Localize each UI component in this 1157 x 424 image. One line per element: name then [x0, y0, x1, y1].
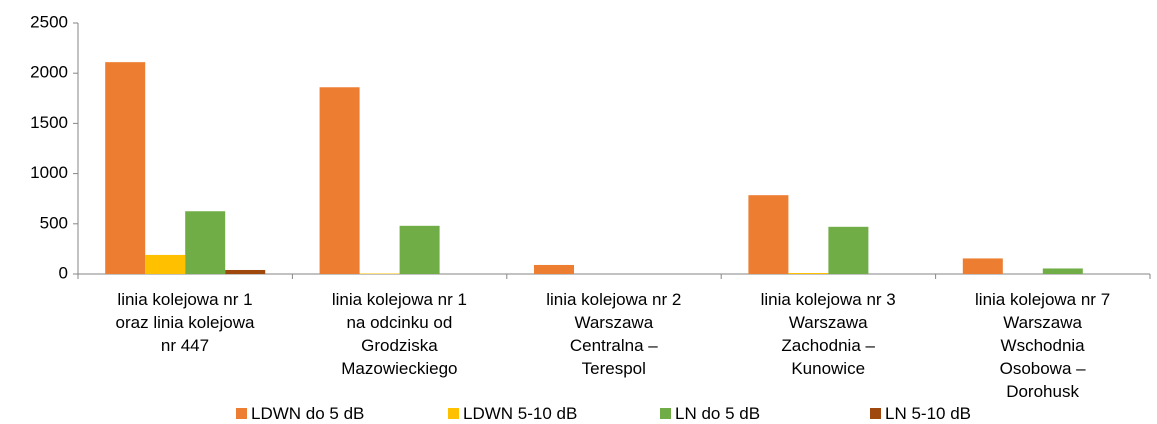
bar — [359, 273, 400, 274]
bar — [105, 62, 146, 274]
bar — [828, 226, 869, 274]
legend-label: LN 5-10 dB — [885, 404, 971, 423]
y-tick-label: 500 — [40, 213, 68, 232]
bar — [534, 264, 574, 274]
x-tick-label: linia kolejowa nr 1 oraz linia kolejowa … — [115, 290, 255, 355]
x-tick-label: linia kolejowa nr 1 na odcinku od Grodzi… — [331, 290, 467, 378]
bar — [145, 254, 186, 274]
legend-item: LDWN do 5 dB — [236, 404, 364, 424]
bar — [748, 195, 789, 274]
y-tick-label: 2000 — [30, 63, 68, 82]
bar — [319, 87, 360, 274]
x-tick-label: linia kolejowa nr 3 Warszawa Zachodnia –… — [760, 290, 896, 378]
legend-item: LDWN 5-10 dB — [448, 404, 577, 424]
legend-item: LN 5-10 dB — [870, 404, 971, 424]
legend-label: LDWN do 5 dB — [251, 404, 365, 423]
legend-swatch — [236, 408, 247, 419]
y-tick-label: 2500 — [30, 12, 68, 31]
y-tick-label: 0 — [59, 263, 68, 282]
legend-swatch — [448, 408, 459, 419]
legend-swatch — [870, 408, 881, 419]
x-tick-label: linia kolejowa nr 7 Warszawa Wschodnia O… — [975, 290, 1111, 401]
bar — [788, 272, 829, 274]
bar — [185, 211, 226, 274]
legend-item: LN do 5 dB — [660, 404, 760, 424]
y-tick-label: 1000 — [30, 163, 68, 182]
bar — [1042, 268, 1083, 274]
bar — [962, 258, 1003, 274]
x-tick-label: linia kolejowa nr 2 Warszawa Centralna –… — [546, 290, 682, 378]
legend-label: LDWN 5-10 dB — [463, 404, 578, 423]
bar — [399, 225, 440, 274]
y-tick-label: 1500 — [30, 113, 68, 132]
legend-label: LN do 5 dB — [675, 404, 761, 423]
bar — [225, 269, 266, 274]
legend-swatch — [660, 408, 671, 419]
